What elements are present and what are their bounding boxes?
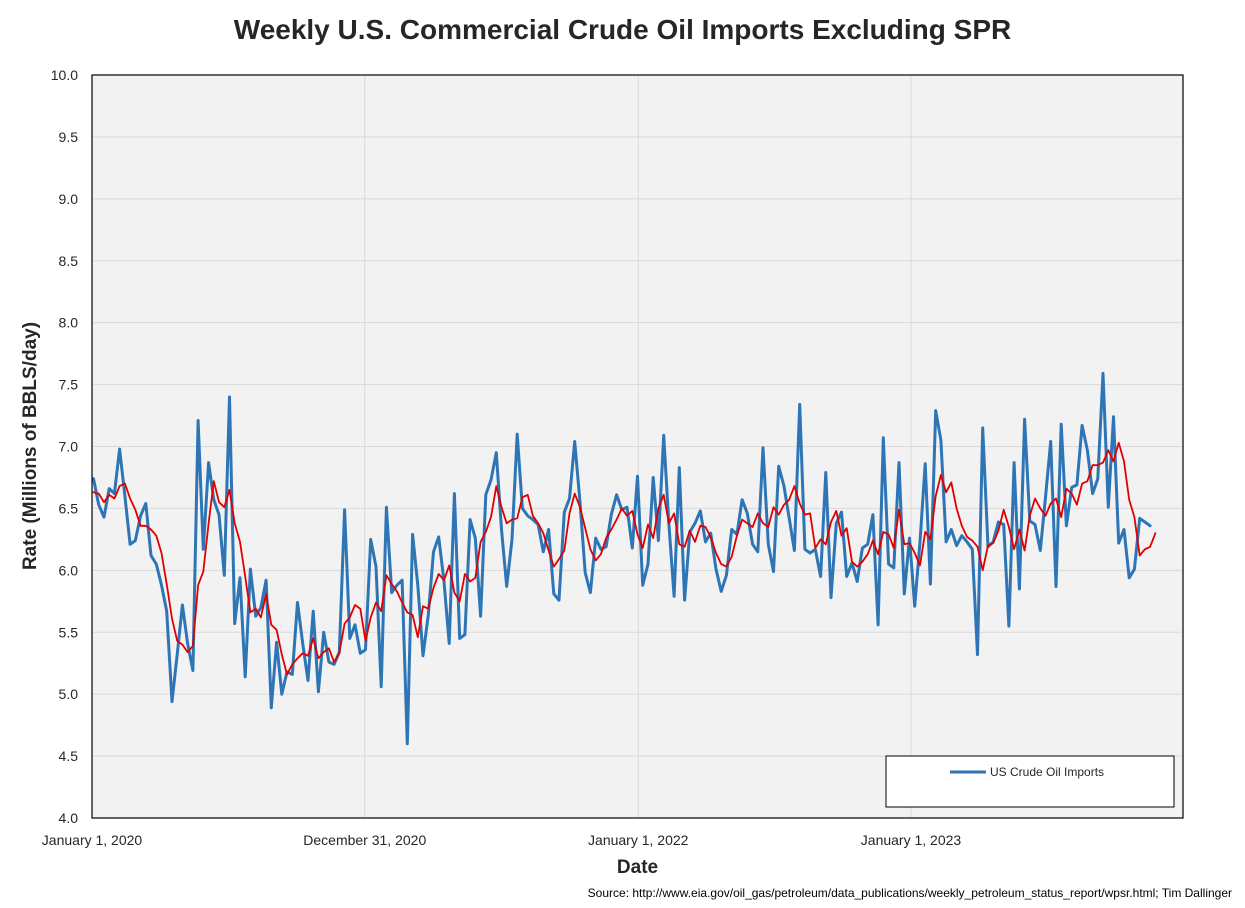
series-group	[92, 371, 1157, 746]
y-tick-label: 8.5	[59, 253, 79, 269]
x-tick-label: December 31, 2020	[303, 832, 426, 848]
y-tick-label: 9.0	[59, 191, 79, 207]
x-axis-label: Date	[616, 857, 659, 878]
y-tick-label: 5.5	[59, 624, 79, 640]
y-tick-label: 7.0	[59, 439, 79, 455]
y-tick-label: 6.0	[59, 562, 79, 578]
x-tick-label: January 1, 2020	[42, 832, 143, 848]
y-tick-label: 4.0	[59, 810, 79, 826]
plot-border	[91, 74, 1184, 819]
chart-title: Weekly U.S. Commercial Crude Oil Imports…	[233, 14, 1012, 45]
y-tick-label: 8.0	[59, 315, 79, 331]
x-tick-label: January 1, 2023	[861, 832, 962, 848]
y-tick-label: 9.5	[59, 129, 79, 145]
source-note: Source: http://www.eia.gov/oil_gas/petro…	[587, 886, 1232, 900]
y-tick-label: 7.5	[59, 377, 79, 393]
y-axis-ticks: 4.0 4.5 5.0 5.5 6.0 6.5 7.0 7.5 8.0 8.5 9.0 9.5 10.0	[51, 67, 78, 826]
x-tick-label: January 1, 2022	[588, 832, 689, 848]
legend-label: US Crude Oil Imports	[990, 765, 1104, 779]
moving-average-line	[92, 441, 1157, 676]
legend: US Crude Oil Imports	[885, 755, 1175, 808]
y-tick-label: 5.0	[59, 686, 79, 702]
y-tick-label: 6.5	[59, 500, 79, 516]
legend-box	[885, 755, 1175, 808]
x-axis-ticks: January 1, 2020 December 31, 2020 January …	[42, 832, 962, 848]
y-tick-label: 4.5	[59, 748, 79, 764]
y-tick-label: 10.0	[51, 67, 78, 83]
